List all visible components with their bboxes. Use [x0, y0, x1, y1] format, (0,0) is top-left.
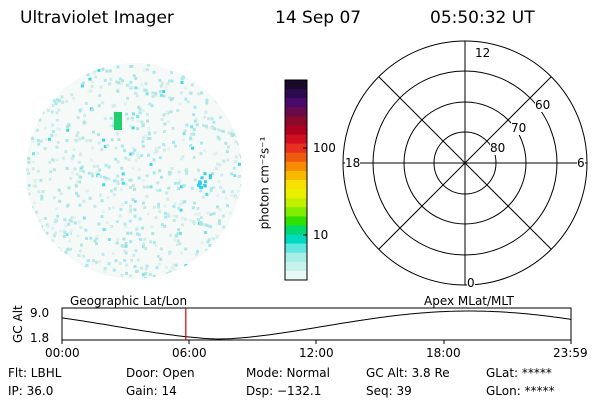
colorbar-band [285, 189, 307, 199]
timeline-axis-label: GC Alt [11, 305, 25, 343]
info-glon: GLon: ***** [486, 384, 555, 398]
mlt-label-6: 6 [577, 156, 585, 170]
colorbar-band [285, 243, 307, 254]
mlt-label-0: 0 [467, 276, 475, 290]
lat-label-80: 80 [490, 141, 506, 155]
colorbar-band [285, 161, 307, 172]
colorbar-band [285, 252, 307, 263]
colorbar-band [285, 134, 307, 145]
colorbar-band [285, 107, 307, 117]
colorbar-band [285, 89, 307, 99]
colorbar-band [285, 225, 307, 236]
mlt-label-12: 12 [475, 46, 491, 60]
info-flt: Flt: LBHL [8, 366, 62, 380]
colorbar-band [285, 80, 307, 90]
colorbar-band [285, 261, 307, 272]
timeline-xtick-0000: 00:00 [45, 346, 80, 360]
mlt-label-18: 18 [345, 156, 361, 170]
lat-label-60: 60 [535, 98, 551, 112]
timeline-right-label: Apex MLat/MLT [424, 294, 514, 308]
colorbar-band [285, 216, 307, 226]
info-ip: IP: 36.0 [8, 384, 54, 398]
colorbar-band [285, 98, 307, 108]
timeline-xtick-1200: 12:00 [299, 346, 334, 360]
colorbar-label: photon cm⁻²s⁻¹ [257, 136, 272, 230]
colorbar-band [285, 125, 307, 136]
timeline-xtick-1800: 18:00 [426, 346, 461, 360]
colorbar-tick-10: 10 [313, 228, 329, 242]
colorbar-band [285, 170, 307, 181]
date-label: 14 Sep 07 [275, 8, 362, 28]
info-gc-alt: GC Alt: 3.8 Re [366, 366, 450, 380]
colorbar-band [285, 207, 307, 217]
timeline-xtick-0600: 06:00 [172, 346, 207, 360]
time-label: 05:50:32 UT [430, 8, 535, 28]
info-dsp: Dsp: −132.1 [246, 384, 322, 398]
info-door: Door: Open [126, 366, 195, 380]
colorbar-band [285, 143, 307, 154]
colorbar-band [285, 116, 307, 126]
colorbar-band [285, 270, 307, 281]
info-seq: Seq: 39 [366, 384, 412, 398]
lat-label-70: 70 [511, 121, 527, 135]
colorbar-band [285, 198, 307, 208]
info-glat: GLat: ***** [486, 366, 552, 380]
timeline-left-label: Geographic Lat/Lon [70, 294, 188, 308]
timeline-xtick-2359: 23:59 [553, 346, 588, 360]
timeline-ytick-1.8: 1.8 [30, 331, 50, 345]
info-mode: Mode: Normal [246, 366, 330, 380]
colorbar-band [285, 180, 307, 190]
app-title: Ultraviolet Imager [20, 8, 174, 28]
timeline-ytick-9: 9.0 [30, 306, 50, 320]
info-gain: Gain: 14 [126, 384, 177, 398]
colorbar-band [285, 234, 307, 245]
colorbar-band [285, 152, 307, 163]
colorbar-tick-100: 100 [313, 141, 336, 155]
